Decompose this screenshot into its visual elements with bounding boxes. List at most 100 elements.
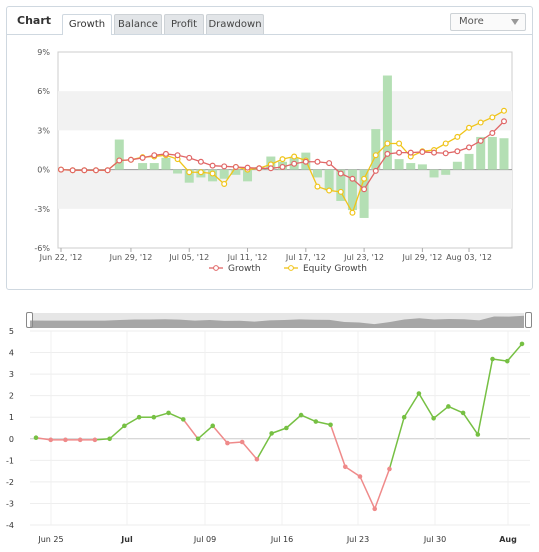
data-point [195,436,201,442]
line-segment [94,438,110,441]
growth-point [442,150,449,157]
data-point [122,423,127,429]
data-point [77,437,83,443]
line-segment [109,425,125,440]
growth-point [314,158,321,165]
profit-bar [406,163,416,170]
equity-growth-point [186,169,193,176]
line-segment [35,436,51,441]
y-tick-label: 0 [9,435,14,444]
equity-growth-point [197,169,204,176]
line-segment [448,405,464,414]
y-tick-label: -1 [6,456,14,465]
growth-point [337,170,344,177]
band-upper [58,91,512,131]
data-point [180,417,186,422]
line-segment [285,414,302,429]
navigator-left-handle[interactable] [26,312,33,328]
line-segment [227,441,243,444]
growth-point [349,175,356,182]
equity-growth-point [396,140,403,147]
equity-growth-point [349,209,356,216]
chevron-down-icon [511,19,519,25]
tab-balance[interactable]: Balance [114,14,162,34]
line-segment [374,468,391,510]
data-point [33,435,39,441]
growth-point [267,165,274,172]
y-tick-label: -2 [6,478,14,487]
x-tick-label: Jul 29, '12 [401,253,442,262]
x-tick-label: Jul 17, '12 [285,253,326,262]
chart-tab-bar: Chart Growth Balance Profit Drawdown Mor… [7,7,532,35]
equity-growth-point [466,124,473,131]
data-point [519,341,525,347]
profit-bar [417,164,427,170]
growth-point [396,149,403,156]
data-point [284,425,289,431]
tab-profit[interactable]: Profit [164,14,204,34]
line-segment [403,393,420,418]
profit-bar [371,129,381,170]
growth-point [466,144,473,151]
equity-growth-point [337,188,344,195]
equity-growth-point [314,183,321,190]
data-point [239,439,245,445]
equity-growth-point [361,175,368,182]
more-dropdown[interactable]: More [450,13,526,31]
line-segment [256,433,273,460]
line-segment [168,412,184,421]
y-tick-label: 9% [37,48,50,57]
line-segment [241,441,258,460]
growth-point [419,148,426,155]
more-label: More [459,16,484,27]
line-segment [153,412,169,418]
profit-bar [499,138,509,170]
data-point [151,414,157,420]
x-tick-label: Aug [499,535,517,544]
line-segment [344,466,361,478]
legend-equity-marker [288,265,294,271]
data-point [328,422,333,428]
data-point [225,440,230,446]
navigator-area [30,315,524,328]
line-segment [492,358,508,362]
x-tick-label: Jul 23 [346,535,369,544]
navigator-right-handle[interactable] [525,312,532,328]
x-tick-label: Jul [120,535,133,544]
y-tick-label: 3 [9,370,14,379]
profit-bar [324,169,334,191]
growth-point [139,154,146,161]
x-tick-label: Jun 25 [37,535,63,544]
data-point [387,466,392,472]
growth-chart: 9% 6% 3% 0% -3% -6%Jun 22, '12 Jun 29, '12 Jul … [34,48,513,274]
equity-growth-point [372,152,379,159]
profit-bar [184,169,194,183]
x-tick-label: Jul 09 [193,535,216,544]
line-segment [197,425,214,440]
equity-growth-point [326,187,333,194]
data-point [107,436,112,442]
x-tick-label: Jul 11, '12 [227,253,268,262]
growth-point [501,118,508,125]
data-point [63,437,68,443]
growth-point [221,163,228,170]
tab-growth[interactable]: Growth [62,14,112,35]
profit-bar [347,169,357,211]
data-point [269,431,274,436]
profit-bar [394,159,404,170]
data-point [372,506,378,512]
growth-point [454,148,461,155]
profit-bar [452,161,462,170]
data-point [401,414,407,420]
profit-bar [312,169,322,178]
tab-drawdown[interactable]: Drawdown [206,14,264,34]
data-point [504,358,510,364]
growth-point [407,149,414,156]
equity-growth-point [279,156,286,163]
line-segment [359,476,376,510]
y-tick-label: 0% [37,166,50,175]
data-point [431,416,436,421]
profit-bar [149,163,159,170]
growth-point [361,186,368,193]
growth-point [57,166,64,173]
